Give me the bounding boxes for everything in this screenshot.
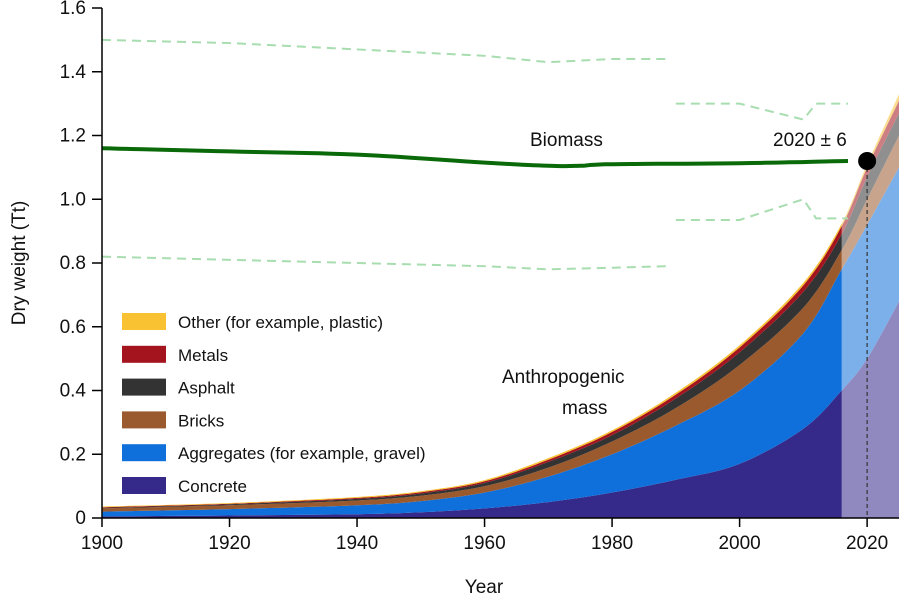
area-aggregates [102, 167, 899, 517]
y-tick-label: 0 [75, 508, 86, 529]
y-tick-label: 0.8 [60, 253, 86, 274]
biomass-label: Biomass [530, 130, 603, 151]
anthropogenic-label-1: Anthropogenic [502, 367, 625, 388]
y-axis-title: Dry weight (Tt) [9, 201, 30, 326]
y-tick-label: 1.6 [60, 0, 86, 19]
y-tick-label: 0.6 [60, 317, 86, 338]
y-tick-label: 0.2 [60, 444, 86, 465]
legend-swatch [122, 345, 166, 363]
biomass-lower-bound [101, 255, 670, 271]
y-tick-label: 0.4 [60, 381, 87, 402]
legend-swatch [122, 477, 166, 494]
axes: 0 0.2 0.4 0.6 0.8 1.0 1.2 1.4 1.6 1900 1920 1940 196… [60, 0, 899, 554]
crossover-point [858, 152, 877, 170]
x-tick-label: 1940 [336, 533, 378, 554]
x-tick-label: 1960 [463, 533, 505, 554]
biomass-upper-bound [101, 38, 670, 64]
projection-shade [841, 8, 900, 518]
biomass-lower-bound [675, 198, 848, 221]
y-tick-label: 1.2 [60, 126, 86, 147]
legend-swatch [122, 313, 166, 330]
anthropogenic-label-2: mass [562, 398, 607, 419]
x-tick-label: 1980 [591, 533, 633, 554]
crossover-label: 2020 ± 6 [773, 130, 847, 151]
legend-label: Bricks [178, 411, 224, 430]
x-tick-label: 2020 [846, 533, 888, 554]
legend-label: Asphalt [178, 379, 235, 398]
x-tick-label: 1900 [81, 533, 123, 554]
legend-label: Concrete [178, 477, 247, 496]
legend-label: Other (for example, plastic) [178, 313, 383, 332]
legend-swatch [122, 378, 166, 396]
stacked-areas [102, 94, 899, 518]
legend-swatch [122, 411, 166, 429]
x-tick-label: 1920 [208, 533, 250, 554]
biomass-upper-bound [675, 102, 848, 121]
biomass-uncertainty [101, 38, 848, 271]
area-concrete [102, 301, 899, 518]
y-tick-label: 1.4 [60, 62, 87, 83]
legend: Other (for example, plastic) Metals Asphal… [122, 313, 426, 496]
legend-swatch [122, 444, 166, 462]
biomass-line [101, 146, 849, 169]
y-tick-label: 1.0 [60, 189, 86, 210]
x-axis-title: Year [465, 577, 504, 598]
x-tick-label: 2000 [718, 533, 760, 554]
legend-label: Aggregates (for example, gravel) [178, 444, 426, 463]
legend-label: Metals [178, 346, 228, 365]
